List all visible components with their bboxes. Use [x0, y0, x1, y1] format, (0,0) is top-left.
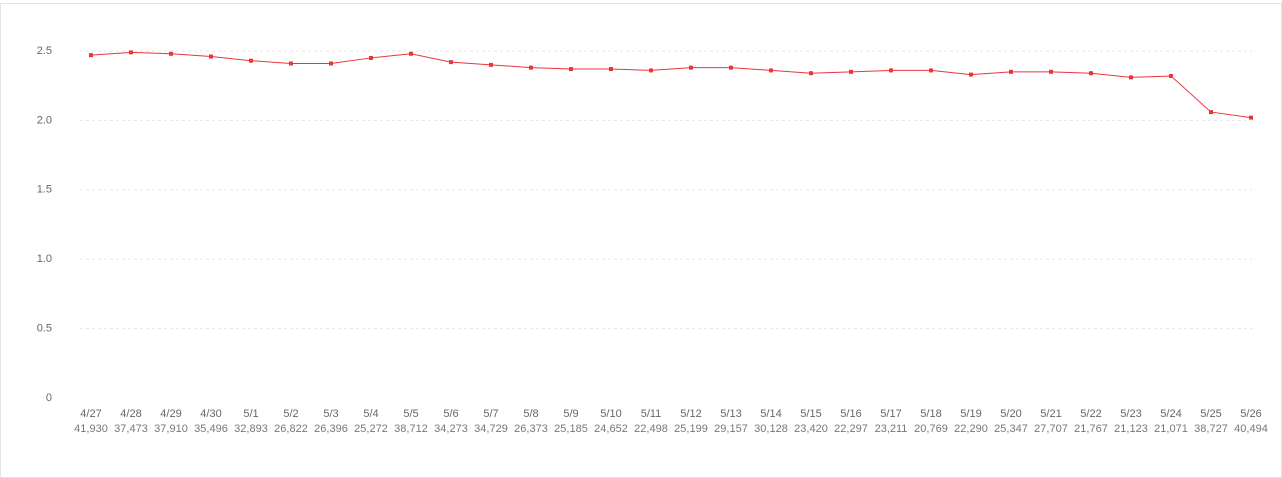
x-tick-label: 5/15: [800, 408, 821, 420]
x-tick-label: 4/27: [80, 408, 101, 420]
point-marker: [1129, 75, 1133, 80]
x-tick-label: 5/25: [1200, 408, 1221, 420]
point-marker: [849, 69, 853, 74]
y-tick-label: 2.0: [37, 114, 52, 126]
point-marker: [209, 54, 213, 59]
x-tick-label: 5/17: [880, 408, 901, 420]
x-tick-sublabel: 20,769: [914, 423, 948, 435]
point-marker: [769, 68, 773, 73]
point-marker: [409, 51, 413, 56]
point-marker: [89, 53, 93, 58]
x-tick-sublabel: 26,822: [274, 423, 308, 435]
point-marker: [1209, 110, 1213, 115]
point-marker: [1049, 69, 1053, 74]
x-tick-sublabel: 22,290: [954, 423, 988, 435]
point-marker: [729, 65, 733, 70]
x-tick-sublabel: 21,071: [1154, 423, 1188, 435]
x-tick-sublabel: 25,199: [674, 423, 708, 435]
x-tick-sublabel: 38,727: [1194, 423, 1228, 435]
x-tick-sublabel: 38,712: [394, 423, 428, 435]
x-tick-label: 4/29: [160, 408, 181, 420]
x-tick-sublabel: 21,767: [1074, 423, 1108, 435]
x-tick-label: 5/2: [283, 408, 298, 420]
x-tick-sublabel: 26,373: [514, 423, 548, 435]
x-tick-sublabel: 32,893: [234, 423, 268, 435]
x-tick-label: 5/8: [523, 408, 538, 420]
x-tick-sublabel: 26,396: [314, 423, 348, 435]
x-tick-sublabel: 23,211: [875, 423, 908, 435]
point-marker: [369, 55, 373, 60]
x-tick-label: 5/24: [1160, 408, 1181, 420]
point-marker: [129, 50, 133, 55]
x-tick-label: 5/19: [960, 408, 981, 420]
x-tick-sublabel: 41,930: [74, 423, 108, 435]
x-tick-label: 5/7: [483, 408, 498, 420]
x-tick-label: 4/28: [120, 408, 141, 420]
y-tick-label: 2.5: [37, 45, 52, 57]
x-tick-sublabel: 22,297: [834, 423, 868, 435]
x-tick-sublabel: 24,652: [594, 423, 628, 435]
x-tick-label: 5/10: [600, 408, 621, 420]
x-tick-label: 5/3: [323, 408, 338, 420]
point-marker: [649, 68, 653, 73]
x-tick-label: 5/16: [840, 408, 861, 420]
point-marker: [929, 68, 933, 73]
point-marker: [809, 71, 813, 76]
x-tick-label: 5/9: [563, 408, 578, 420]
point-marker: [1249, 115, 1253, 120]
x-tick-sublabel: 21,123: [1114, 423, 1148, 435]
x-tick-label: 5/6: [443, 408, 458, 420]
x-tick-label: 5/5: [403, 408, 418, 420]
point-marker: [609, 67, 613, 72]
x-tick-label: 5/4: [363, 408, 378, 420]
y-tick-label: 0: [46, 392, 52, 404]
point-marker: [689, 65, 693, 70]
x-tick-sublabel: 34,273: [434, 423, 468, 435]
x-tick-label: 5/26: [1240, 408, 1261, 420]
x-tick-label: 5/23: [1120, 408, 1141, 420]
x-tick-label: 5/14: [760, 408, 781, 420]
x-tick-label: 4/30: [200, 408, 221, 420]
point-marker: [249, 58, 253, 63]
x-tick-sublabel: 30,128: [754, 423, 788, 435]
point-marker: [529, 65, 533, 70]
x-tick-sublabel: 37,910: [154, 423, 188, 435]
x-tick-label: 5/18: [920, 408, 941, 420]
x-tick-label: 5/11: [641, 408, 662, 420]
x-tick-label: 5/13: [720, 408, 741, 420]
x-tick-sublabel: 22,498: [634, 423, 668, 435]
point-marker: [1169, 73, 1173, 78]
x-tick-sublabel: 23,420: [794, 423, 828, 435]
point-marker: [169, 51, 173, 56]
x-tick-sublabel: 35,496: [194, 423, 228, 435]
point-marker: [1009, 69, 1013, 74]
x-tick-label: 5/1: [243, 408, 258, 420]
point-marker: [489, 62, 493, 67]
x-tick-sublabel: 34,729: [474, 423, 508, 435]
x-tick-sublabel: 25,185: [554, 423, 588, 435]
point-marker: [1089, 71, 1093, 76]
y-tick-label: 0.5: [37, 323, 52, 335]
x-tick-label: 5/21: [1040, 408, 1061, 420]
point-marker: [329, 61, 333, 66]
y-tick-label: 1.5: [37, 184, 52, 196]
x-tick-sublabel: 37,473: [114, 423, 148, 435]
x-tick-sublabel: 25,272: [354, 423, 388, 435]
x-tick-sublabel: 27,707: [1034, 423, 1068, 435]
x-tick-sublabel: 25,347: [994, 423, 1028, 435]
point-marker: [289, 61, 293, 66]
x-tick-sublabel: 29,157: [714, 423, 748, 435]
point-marker: [449, 60, 453, 65]
y-tick-label: 1.0: [37, 253, 52, 265]
series-line: [90, 51, 1252, 119]
x-tick-label: 5/20: [1000, 408, 1021, 420]
x-tick-label: 5/12: [680, 408, 701, 420]
point-marker: [889, 68, 893, 73]
point-marker: [969, 72, 973, 77]
x-tick-sublabel: 40,494: [1234, 423, 1268, 435]
point-marker: [569, 67, 573, 72]
x-tick-label: 5/22: [1080, 408, 1101, 420]
